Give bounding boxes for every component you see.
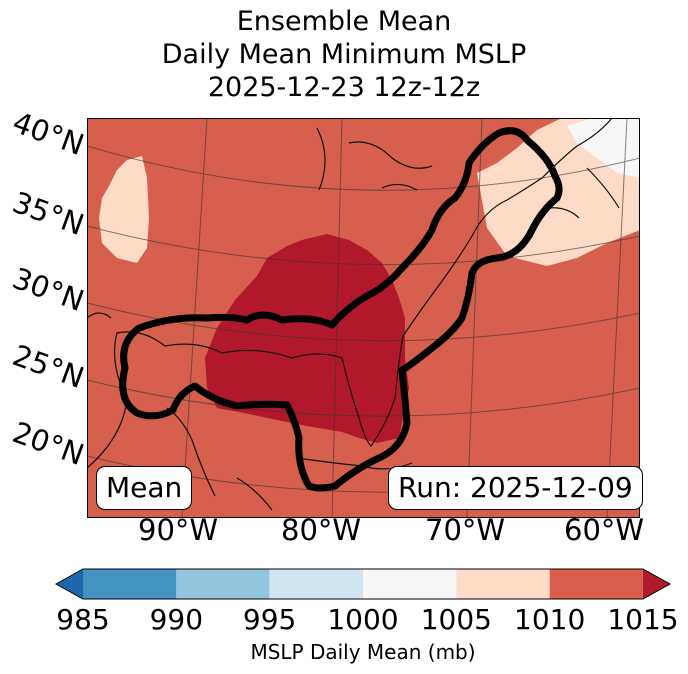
colorbar-bin-990-995	[176, 569, 270, 599]
map-panel	[87, 118, 640, 518]
lat-label-20n: 20°N	[8, 415, 89, 472]
colorbar	[54, 568, 672, 600]
map-title-line-2: Daily Mean Minimum MSLP	[161, 39, 527, 70]
mean-label-box: Mean	[96, 466, 193, 510]
colorbar-bin-995-1000	[269, 569, 363, 599]
colorbar-tick-1010: 1010	[514, 603, 586, 636]
map-title-line-3: 2025-12-23 12z-12z	[207, 72, 481, 103]
lat-label-25n: 25°N	[8, 338, 89, 395]
pressure-field-light-west	[99, 156, 149, 263]
lat-label-30n: 30°N	[8, 261, 89, 318]
colorbar-outline	[54, 568, 672, 600]
pressure-field-white-northeast	[567, 118, 640, 178]
lat-label-35n: 35°N	[8, 185, 89, 242]
colorbar-tick-985: 985	[56, 603, 110, 636]
run-date-box: Run: 2025-12-09	[388, 466, 643, 510]
lon-label-80w: 80°W	[281, 513, 362, 547]
colorbar-over-arrow	[643, 569, 670, 599]
colorbar-bin-1010-1015	[549, 569, 643, 599]
map-title-line-1: Ensemble Mean	[236, 6, 452, 37]
colorbar-tick-1000: 1000	[327, 603, 399, 636]
colorbar-tick-1005: 1005	[420, 603, 492, 636]
colorbar-label: MSLP Daily Mean (mb)	[250, 640, 476, 664]
colorbar-bin-1000-1005	[363, 569, 457, 599]
lon-label-60w: 60°W	[564, 513, 645, 547]
lon-label-70w: 70°W	[425, 513, 506, 547]
ensemble-mean-contour	[119, 127, 563, 492]
colorbar-under-arrow	[56, 569, 83, 599]
lat-label-40n: 40°N	[8, 105, 89, 162]
colorbar-tick-990: 990	[149, 603, 204, 636]
colorbar-tick-995: 995	[242, 603, 297, 636]
colorbar-tick-1015: 1015	[607, 603, 679, 636]
lon-label-90w: 90°W	[138, 513, 219, 547]
colorbar-bin-985-990	[83, 569, 177, 599]
map-frame	[87, 118, 640, 518]
colorbar-bin-1005-1010	[456, 569, 550, 599]
